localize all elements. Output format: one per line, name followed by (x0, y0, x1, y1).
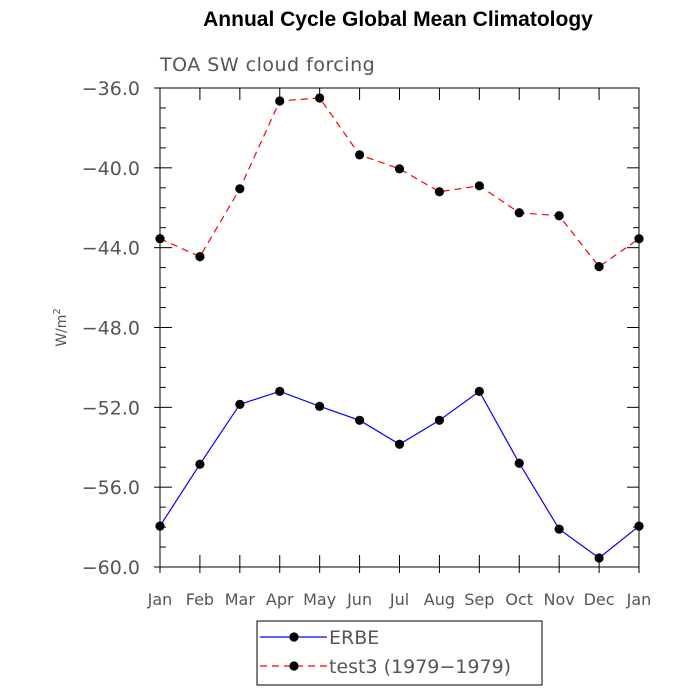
data-point (594, 553, 604, 563)
x-tick-label: Sep (464, 590, 494, 609)
x-tick-label: Apr (266, 590, 294, 609)
legend-label: test3 (1979−1979) (329, 656, 511, 678)
y-tick-label: −40.0 (82, 158, 140, 180)
legend-label: ERBE (329, 627, 379, 649)
legend-box (256, 620, 543, 686)
x-tick-label: May (303, 590, 336, 609)
data-point (554, 524, 564, 534)
y-tick-label: −44.0 (82, 238, 140, 260)
data-point (315, 401, 325, 411)
y-axis-label-superscript: 2 (52, 308, 63, 314)
data-point (155, 521, 165, 531)
data-point (554, 211, 564, 221)
data-point (235, 184, 245, 194)
legend-marker (289, 661, 299, 671)
data-point (354, 415, 365, 425)
series-line-1 (159, 97, 640, 268)
x-tick-label: Oct (505, 590, 533, 609)
chart-title: Annual Cycle Global Mean Climatology (203, 8, 593, 31)
data-point (155, 234, 165, 244)
y-tick-label: −48.0 (82, 318, 140, 340)
data-point (514, 208, 524, 218)
data-point (394, 439, 405, 449)
data-point (354, 150, 365, 160)
x-tick-label: Nov (544, 590, 575, 609)
x-tick-label: Mar (225, 590, 256, 609)
y-tick-label: −36.0 (82, 78, 140, 100)
data-point (315, 93, 325, 103)
x-tick-label: Aug (424, 590, 455, 609)
legend-marker (289, 632, 299, 642)
data-point (275, 386, 285, 396)
data-point (275, 96, 285, 106)
x-tick-label: Dec (584, 590, 615, 609)
data-point (195, 252, 205, 262)
data-point (235, 399, 245, 409)
y-tick-label: −56.0 (82, 477, 140, 499)
data-point (434, 415, 445, 425)
data-point (434, 187, 445, 197)
chart-subtitle: TOA SW cloud forcing (159, 54, 375, 76)
y-axis-label: W/m2 (52, 308, 70, 347)
x-tick-label: Jul (389, 590, 409, 609)
data-point (634, 521, 644, 531)
y-tick-label: −52.0 (82, 397, 140, 419)
y-tick-label: −60.0 (82, 557, 140, 579)
plot-frame (159, 87, 640, 568)
data-point (514, 458, 524, 468)
x-tick-label: Jan (626, 590, 652, 609)
x-tick-label: Feb (186, 590, 214, 609)
x-tick-label: Jan (147, 590, 173, 609)
data-point (594, 262, 604, 272)
data-point (394, 164, 405, 174)
data-point (634, 234, 644, 244)
data-point (474, 181, 484, 191)
series-line-0 (159, 390, 640, 559)
data-point (474, 386, 484, 396)
data-point (195, 459, 205, 469)
x-tick-label: Jun (346, 590, 372, 609)
